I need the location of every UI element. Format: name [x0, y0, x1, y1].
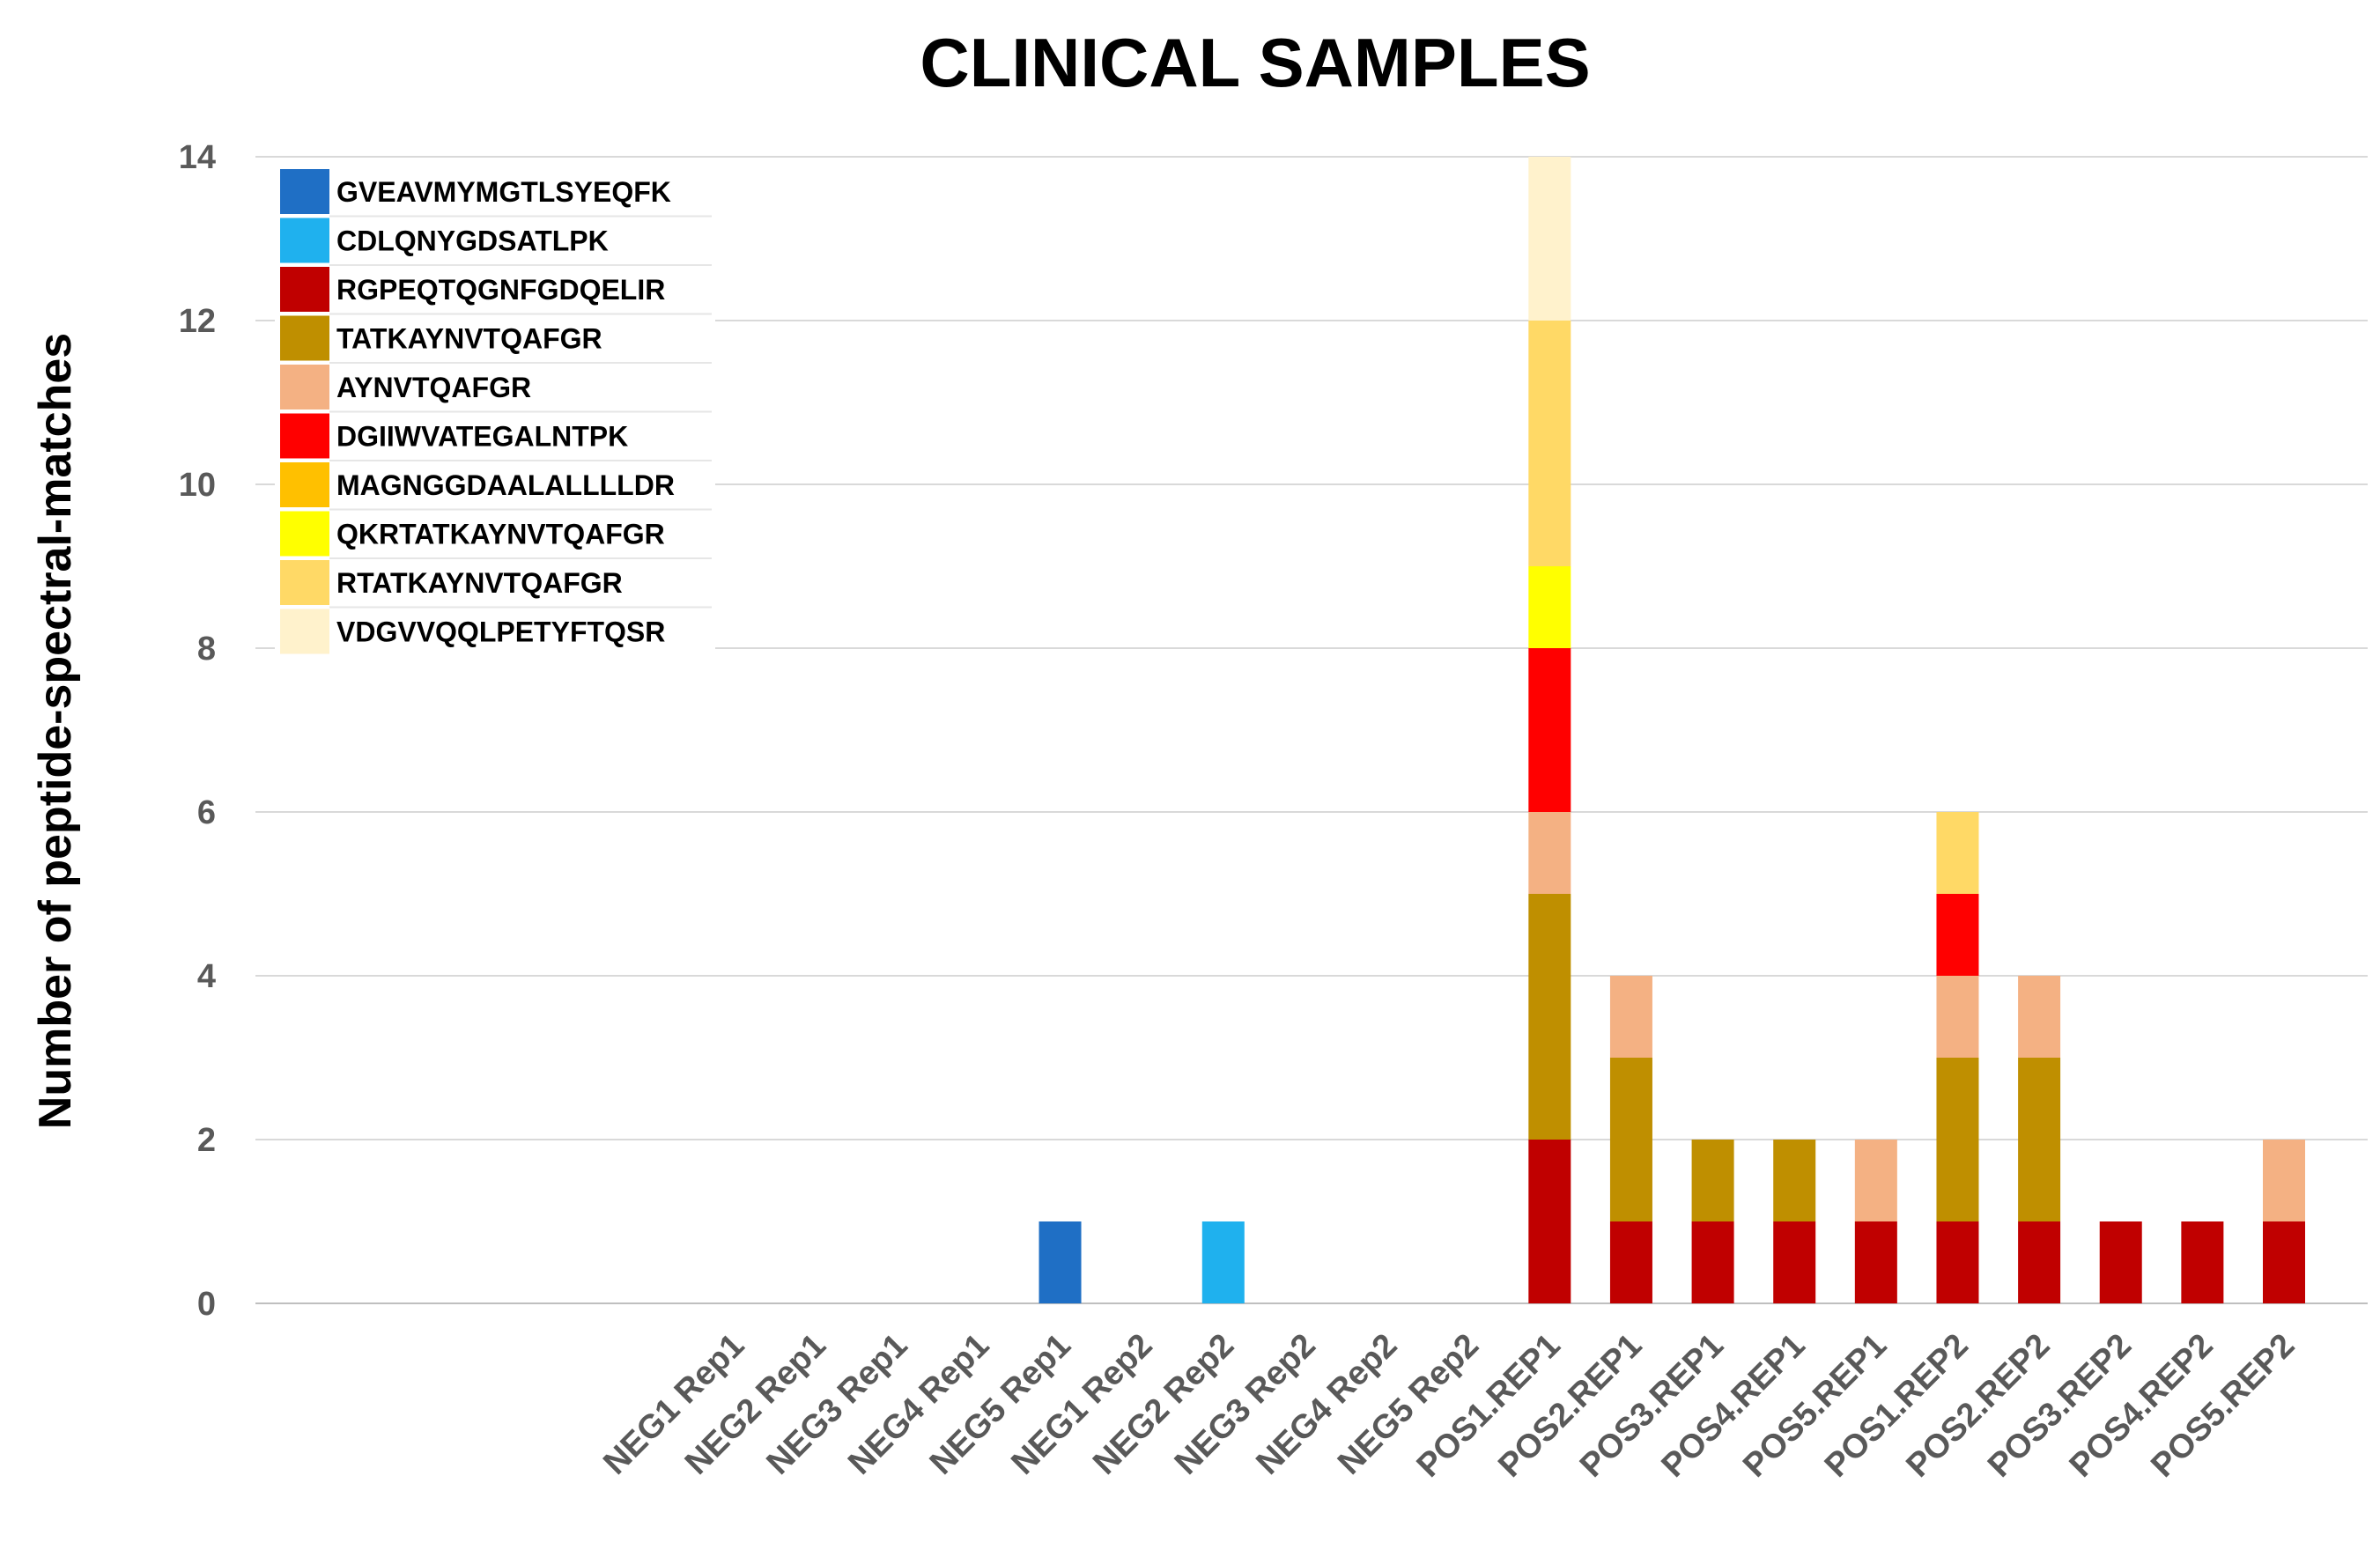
- gridlines: [255, 156, 2368, 1304]
- legend-swatch: [280, 218, 329, 263]
- bar-segment: [1773, 1221, 1816, 1303]
- legend-label: MAGNGGDAALALLLLDR: [336, 469, 675, 501]
- legend-swatch: [280, 560, 329, 605]
- bar-segment: [1773, 1140, 1816, 1221]
- y-tick-label: 14: [179, 139, 216, 176]
- bar-segment: [1528, 1140, 1571, 1303]
- y-tick-label: 2: [197, 1122, 216, 1159]
- bar-segment: [1936, 1221, 1979, 1303]
- bar-segment: [1528, 157, 1571, 321]
- legend-label: TATKAYNVTQAFGR: [336, 323, 602, 355]
- bar-segment: [1038, 1221, 1082, 1303]
- bar-segment: [1936, 976, 1979, 1058]
- y-tick-label: 12: [179, 303, 216, 340]
- bar-segment: [2018, 1221, 2061, 1303]
- legend-swatch: [280, 365, 329, 410]
- bar-segment: [1609, 1058, 1652, 1221]
- bar-segment: [1528, 321, 1571, 566]
- legend-label: GVEAVMYMGTLSYEQFK: [336, 176, 671, 208]
- bar-segment: [1936, 1058, 1979, 1221]
- bar-segment: [1528, 566, 1571, 648]
- legend-label: RGPEQTQGNFGDQELIR: [336, 274, 665, 306]
- y-axis-ticks: 0 2 4 6 8 10 12 14: [179, 139, 216, 1323]
- legend-background: [275, 166, 715, 661]
- bar-segment: [1609, 976, 1652, 1058]
- bar-segment: [1936, 894, 1979, 976]
- y-axis-label: Number of peptide-spectral-matches: [30, 333, 81, 1129]
- bar-segment: [1854, 1140, 1897, 1221]
- bar-segment: [1691, 1221, 1734, 1303]
- bar-segment: [1691, 1140, 1734, 1221]
- bar-segment: [1528, 812, 1571, 894]
- legend: GVEAVMYMGTLSYEQFK CDLQNYGDSATLPK RGPEQTQGN…: [275, 166, 715, 661]
- legend-swatch: [280, 169, 329, 214]
- y-tick-label: 8: [197, 631, 216, 668]
- legend-label: QKRTATKAYNVTQAFGR: [336, 519, 665, 550]
- bar-segment: [2018, 976, 2061, 1058]
- legend-label: VDGVVQQLPETYFTQSR: [336, 616, 665, 648]
- y-tick-label: 4: [197, 958, 216, 995]
- bar-segment: [2181, 1221, 2224, 1303]
- bar-segment: [2018, 1058, 2061, 1221]
- legend-label: DGIIWVATEGALNTPK: [336, 421, 628, 453]
- legend-swatch: [280, 413, 329, 459]
- bar-segment: [1854, 1221, 1897, 1303]
- legend-swatch: [280, 511, 329, 557]
- legend-swatch: [280, 267, 329, 312]
- legend-label: CDLQNYGDSATLPK: [336, 225, 609, 257]
- chart-title: CLINICAL SAMPLES: [920, 24, 1590, 101]
- bar-segment: [1528, 648, 1571, 812]
- bar-segment: [2099, 1221, 2142, 1303]
- bar-segment: [1609, 1221, 1652, 1303]
- legend-swatch: [280, 609, 329, 654]
- bar-segment: [1201, 1221, 1245, 1303]
- legend-swatch: [280, 462, 329, 507]
- y-tick-label: 0: [197, 1286, 216, 1323]
- legend-label: AYNVTQAFGR: [336, 372, 531, 403]
- bar-segment: [1528, 894, 1571, 1140]
- bar-segment: [2263, 1221, 2305, 1303]
- bar-segment: [2263, 1140, 2305, 1221]
- bars: [1038, 157, 2305, 1303]
- y-tick-label: 10: [179, 467, 216, 504]
- bar-segment: [1936, 812, 1979, 894]
- legend-label: RTATKAYNVTQAFGR: [336, 567, 623, 599]
- y-tick-label: 6: [197, 794, 216, 831]
- legend-swatch: [280, 315, 329, 361]
